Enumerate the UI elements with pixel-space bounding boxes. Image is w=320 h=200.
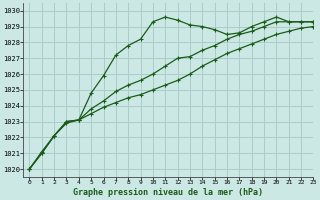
X-axis label: Graphe pression niveau de la mer (hPa): Graphe pression niveau de la mer (hPa) [73, 188, 263, 197]
